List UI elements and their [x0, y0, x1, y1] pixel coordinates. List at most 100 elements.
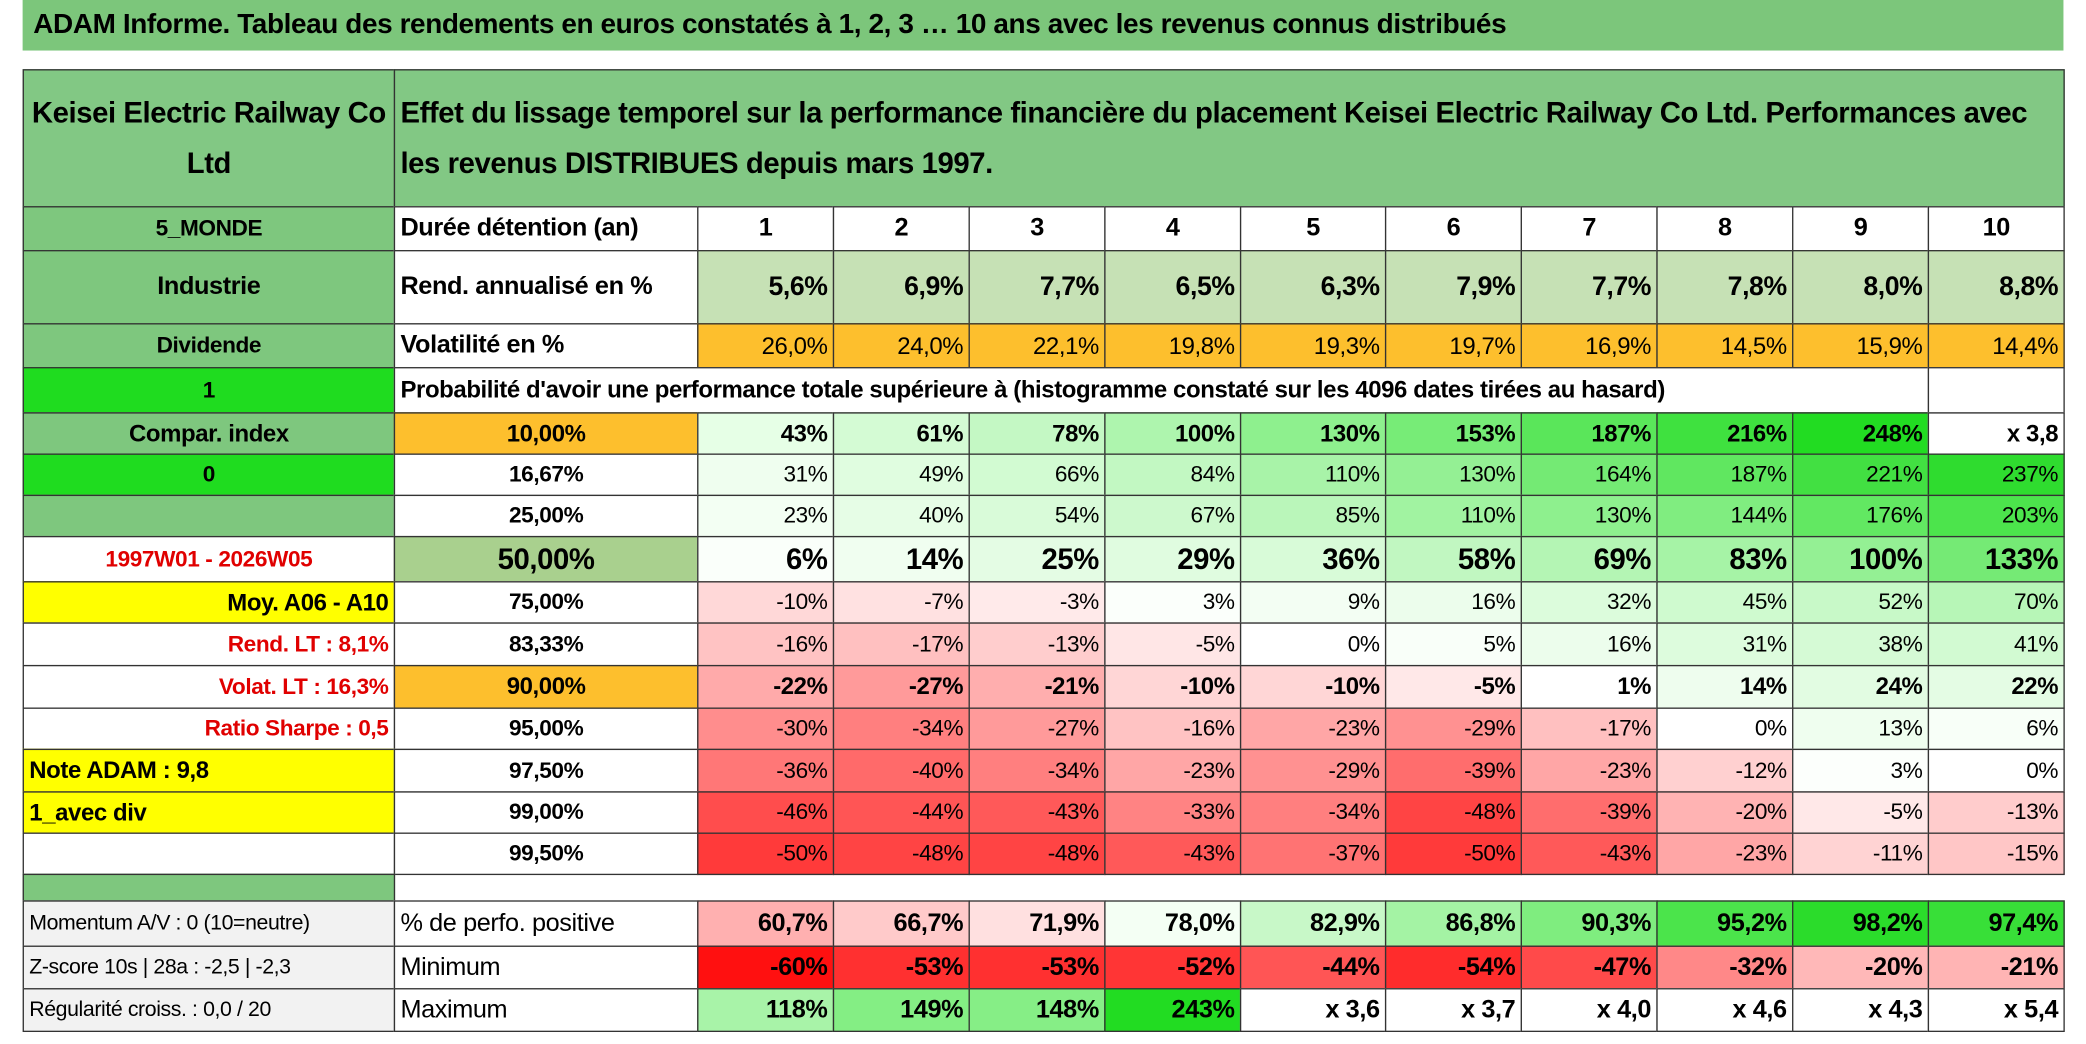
value-cell: 6,5% — [1104, 250, 1242, 325]
value-cell: 8 — [1656, 206, 1794, 252]
value-cell: 60,7% — [697, 900, 835, 947]
value-cell: -39% — [1520, 791, 1658, 834]
value-cell: -23% — [1239, 707, 1387, 751]
value-cell: 38% — [1792, 622, 1930, 667]
value-cell: 6,3% — [1239, 250, 1387, 325]
value-cell: -36% — [697, 748, 835, 793]
row-heading: 25,00% — [393, 494, 699, 538]
value-cell: 85% — [1239, 494, 1387, 538]
value-cell: -48% — [1384, 791, 1522, 834]
value-cell: -44% — [832, 791, 970, 834]
value-cell: 22% — [1927, 664, 2065, 709]
value-cell: -21% — [968, 664, 1106, 709]
value-cell: 187% — [1656, 453, 1794, 497]
value-cell: -48% — [968, 832, 1106, 876]
value-cell: 8,8% — [1927, 250, 2065, 325]
row-label: Volat. LT : 16,3% — [22, 664, 396, 709]
value-cell: 216% — [1656, 412, 1794, 455]
row-label: Régularité croiss. : 0,0 / 20 — [22, 988, 396, 1033]
row-label: 1 — [22, 367, 396, 414]
value-cell: -50% — [697, 832, 835, 876]
value-cell: -5% — [1104, 622, 1242, 667]
value-cell: -10% — [1104, 664, 1242, 709]
row-label: Dividende — [22, 323, 396, 369]
value-cell: -22% — [697, 664, 835, 709]
row-heading: 50,00% — [393, 535, 699, 583]
row-label — [22, 494, 396, 538]
value-cell: 2 — [832, 206, 970, 252]
value-cell: -20% — [1656, 791, 1794, 834]
value-cell: -11% — [1792, 832, 1930, 876]
value-cell: -16% — [1104, 707, 1242, 751]
row-heading: 90,00% — [393, 664, 699, 709]
value-cell: 0% — [1656, 707, 1794, 751]
value-cell: 95,2% — [1656, 900, 1794, 947]
value-cell: 14,4% — [1927, 323, 2065, 369]
value-cell: -43% — [1104, 832, 1242, 876]
value-cell: 110% — [1384, 494, 1522, 538]
value-cell: -52% — [1104, 945, 1242, 990]
value-cell: -53% — [832, 945, 970, 990]
value-cell: 90,3% — [1520, 900, 1658, 947]
value-cell: 3% — [1792, 748, 1930, 793]
row-heading: Maximum — [393, 988, 699, 1033]
value-cell: -23% — [1520, 748, 1658, 793]
value-cell: 6,9% — [832, 250, 970, 325]
value-cell: 248% — [1792, 412, 1930, 455]
value-cell: 100% — [1104, 412, 1242, 455]
empty-cell — [1927, 367, 2065, 414]
value-cell: 71,9% — [968, 900, 1106, 947]
value-cell: 36% — [1239, 535, 1387, 583]
value-cell: x 5,4 — [1927, 988, 2065, 1033]
value-cell: 133% — [1927, 535, 2065, 583]
row-heading: 83,33% — [393, 622, 699, 667]
row-label: 1_avec div — [22, 791, 396, 834]
value-cell: 144% — [1656, 494, 1794, 538]
row-label: 5_MONDE — [22, 206, 396, 252]
row-heading: 95,00% — [393, 707, 699, 751]
value-cell: 24,0% — [832, 323, 970, 369]
row-label: Moy. A06 - A10 — [22, 581, 396, 624]
value-cell: 14% — [1656, 664, 1794, 709]
row-heading: 75,00% — [393, 581, 699, 624]
row-label: Momentum A/V : 0 (10=neutre) — [22, 900, 396, 947]
value-cell: 7,7% — [968, 250, 1106, 325]
value-cell: 67% — [1104, 494, 1242, 538]
value-cell: -39% — [1384, 748, 1522, 793]
value-cell: x 3,6 — [1239, 988, 1387, 1033]
value-cell: -10% — [1239, 664, 1387, 709]
value-cell: 41% — [1927, 622, 2065, 667]
value-cell: 118% — [697, 988, 835, 1033]
value-cell: -48% — [832, 832, 970, 876]
value-cell: 130% — [1520, 494, 1658, 538]
value-cell: 176% — [1792, 494, 1930, 538]
value-cell: 78,0% — [1104, 900, 1242, 947]
value-cell: -44% — [1239, 945, 1387, 990]
value-cell: 7 — [1520, 206, 1658, 252]
value-cell: 148% — [968, 988, 1106, 1033]
value-cell: -34% — [968, 748, 1106, 793]
value-cell: 187% — [1520, 412, 1658, 455]
value-cell: 19,3% — [1239, 323, 1387, 369]
value-cell: 1% — [1520, 664, 1658, 709]
row-label: Z-score 10s | 28a : -2,5 | -2,3 — [22, 945, 396, 990]
value-cell: 86,8% — [1384, 900, 1522, 947]
value-cell: 243% — [1104, 988, 1242, 1033]
value-cell: 24% — [1792, 664, 1930, 709]
row-heading: Durée détention (an) — [393, 206, 699, 252]
value-cell: 6% — [697, 535, 835, 583]
value-cell: 6 — [1384, 206, 1522, 252]
value-cell: 15,9% — [1792, 323, 1930, 369]
value-cell: 29% — [1104, 535, 1242, 583]
value-cell: 149% — [832, 988, 970, 1033]
row-heading: % de perfo. positive — [393, 900, 699, 947]
value-cell: -10% — [697, 581, 835, 624]
value-cell: 19,7% — [1384, 323, 1522, 369]
row-heading: Minimum — [393, 945, 699, 990]
value-cell: -29% — [1239, 748, 1387, 793]
value-cell: 66% — [968, 453, 1106, 497]
value-cell: -33% — [1104, 791, 1242, 834]
row-heading: 99,00% — [393, 791, 699, 834]
value-cell: 49% — [832, 453, 970, 497]
row-label: Note ADAM : 9,8 — [22, 748, 396, 793]
